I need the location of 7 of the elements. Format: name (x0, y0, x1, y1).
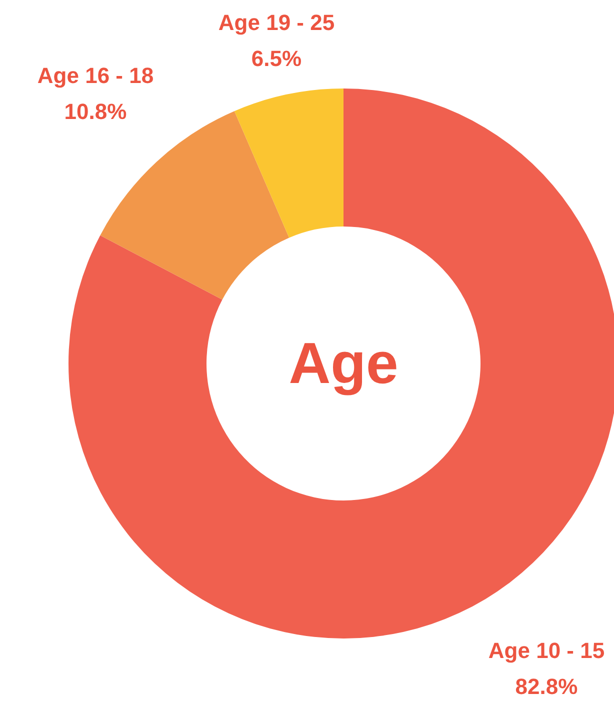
slice-label: Age 19 - 25 (218, 10, 335, 35)
data-label: 10.8% (64, 99, 127, 124)
text: Age (288, 331, 398, 396)
slice-label: Age 10 - 15 (488, 638, 605, 663)
slice-label: Age 16 - 18 (37, 63, 154, 88)
data-label: 82.8% (515, 674, 578, 699)
data-label: 6.5% (251, 46, 302, 71)
